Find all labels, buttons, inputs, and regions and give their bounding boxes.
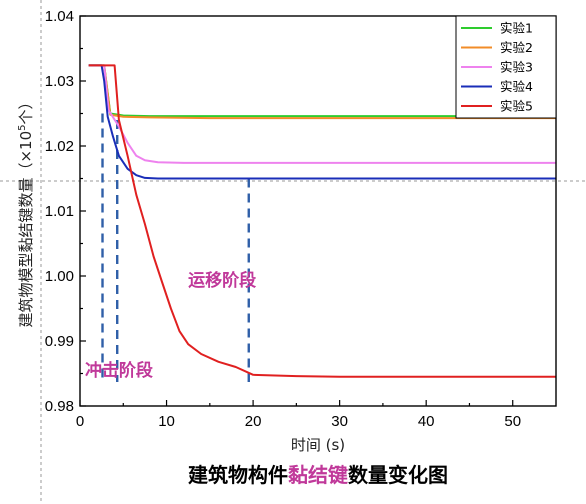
y-tick-label-1: 0.99: [45, 333, 74, 350]
y-tick-label-4: 1.02: [45, 138, 74, 155]
y-axis-title-exponent: 5: [17, 124, 28, 130]
legend-label-4: 实验4: [500, 79, 533, 94]
x-tick-label-10: 10: [158, 413, 175, 430]
legend-label-3: 实验3: [500, 60, 533, 75]
x-tick-label-0: 0: [76, 413, 84, 430]
x-tick-label-30: 30: [331, 413, 348, 430]
x-tick-label-50: 50: [504, 413, 521, 430]
legend: 实验1 实验2 实验3 实验4 实验5: [455, 15, 557, 119]
x-axis-title: 时间 (s): [291, 436, 345, 454]
series-line-4: [88, 64, 556, 180]
legend-label-2: 实验2: [500, 40, 533, 55]
series-line-5: [88, 64, 556, 378]
y-tick-label-3: 1.01: [45, 203, 74, 220]
plot-layer: [88, 64, 556, 382]
series-line-3: [88, 64, 556, 164]
y-axis-title-unit: 个）: [17, 94, 35, 124]
x-tick-label-40: 40: [418, 413, 435, 430]
y-tick-label-6: 1.04: [45, 8, 74, 25]
caption-part-2-highlight: 黏结键: [288, 463, 348, 487]
y-tick-label-5: 1.03: [45, 73, 74, 90]
tick-layer: 0 10 20 30 40 50 0.98 0.99 1.00 1.01 1.02 1.03 1.04: [45, 8, 521, 430]
legend-label-5: 实验5: [500, 99, 533, 114]
legend-label-1: 实验1: [500, 21, 533, 36]
annotation-transport-phase: 运移阶段: [188, 270, 256, 291]
caption-part-3: 数量变化图: [348, 463, 448, 487]
y-axis-title-main: 建筑物模型黏结键数量（×10: [17, 131, 35, 328]
y-tick-label-0: 0.98: [45, 398, 74, 415]
caption-part-1: 建筑物构件: [188, 463, 288, 487]
y-axis-title: 建筑物模型黏结键数量（×105个）: [17, 94, 35, 327]
y-tick-label-2: 1.00: [45, 268, 74, 285]
x-tick-label-20: 20: [245, 413, 262, 430]
annotation-impact-phase: 冲击阶段: [85, 360, 153, 381]
figure-caption: 建筑物构件黏结键数量变化图: [188, 463, 448, 487]
